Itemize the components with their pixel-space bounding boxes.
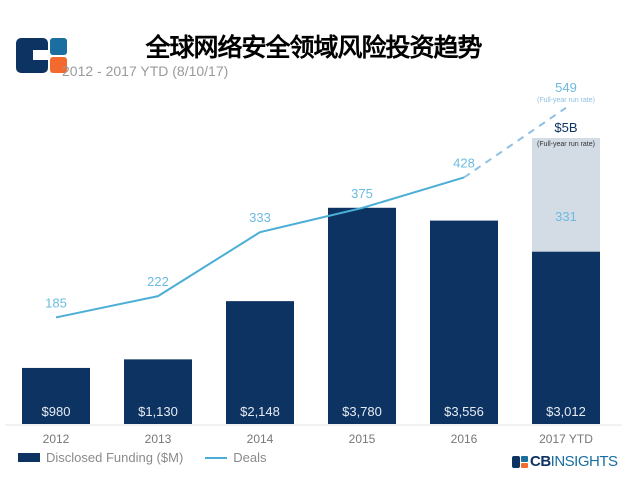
logo [16, 38, 67, 73]
chart-title: 全球网络安全领域风险投资趋势 [145, 33, 482, 62]
projection-deals-label: 549 [555, 80, 577, 95]
deals-label: 375 [351, 186, 373, 201]
deals-label: 331 [555, 209, 577, 224]
funding-bar [226, 301, 294, 424]
x-tick-label: 2014 [247, 432, 274, 446]
deals-label: 222 [147, 274, 169, 289]
deals-label: 428 [453, 155, 475, 170]
funding-bar-label: $980 [42, 404, 71, 419]
funding-bar-label: $3,556 [444, 404, 484, 419]
legend: Disclosed Funding ($M) Deals [18, 450, 267, 465]
funding-bar [124, 359, 192, 424]
funding-bar-label: $3,780 [342, 404, 382, 419]
legend-label-funding: Disclosed Funding ($M) [46, 450, 184, 465]
deals-line [55, 176, 465, 319]
x-tick-label: 2012 [43, 432, 70, 446]
x-tick-label: 2013 [145, 432, 172, 446]
funding-bar-label: $2,148 [240, 404, 280, 419]
legend-swatch-funding [18, 453, 40, 462]
legend-swatch-deals [205, 456, 228, 459]
funding-bar-label: $1,130 [138, 404, 178, 419]
projection-deals-note: (Full-year run rate) [537, 97, 595, 104]
x-tick-label: 2015 [349, 432, 376, 446]
chart-subtitle: 2012 - 2017 YTD (8/10/17) [62, 63, 229, 79]
projection-funding-note: (Full-year run rate) [537, 141, 595, 148]
projection-funding-label: $5B [554, 120, 577, 135]
funding-bar-label: $3,012 [546, 404, 586, 419]
deals-label: 185 [45, 295, 67, 310]
x-tick-label: 2017 YTD [539, 432, 593, 446]
funding-bar [430, 220, 498, 424]
funding-bar [532, 251, 600, 424]
deals-label: 333 [249, 210, 271, 225]
cbinsights-logo: CB INSIGHTS [512, 453, 618, 470]
legend-label-deals: Deals [233, 450, 267, 465]
x-tick-label: 2016 [451, 432, 478, 446]
funding-bar [328, 207, 396, 424]
funding-bar [22, 367, 90, 424]
cb-logo-icon [512, 455, 528, 468]
